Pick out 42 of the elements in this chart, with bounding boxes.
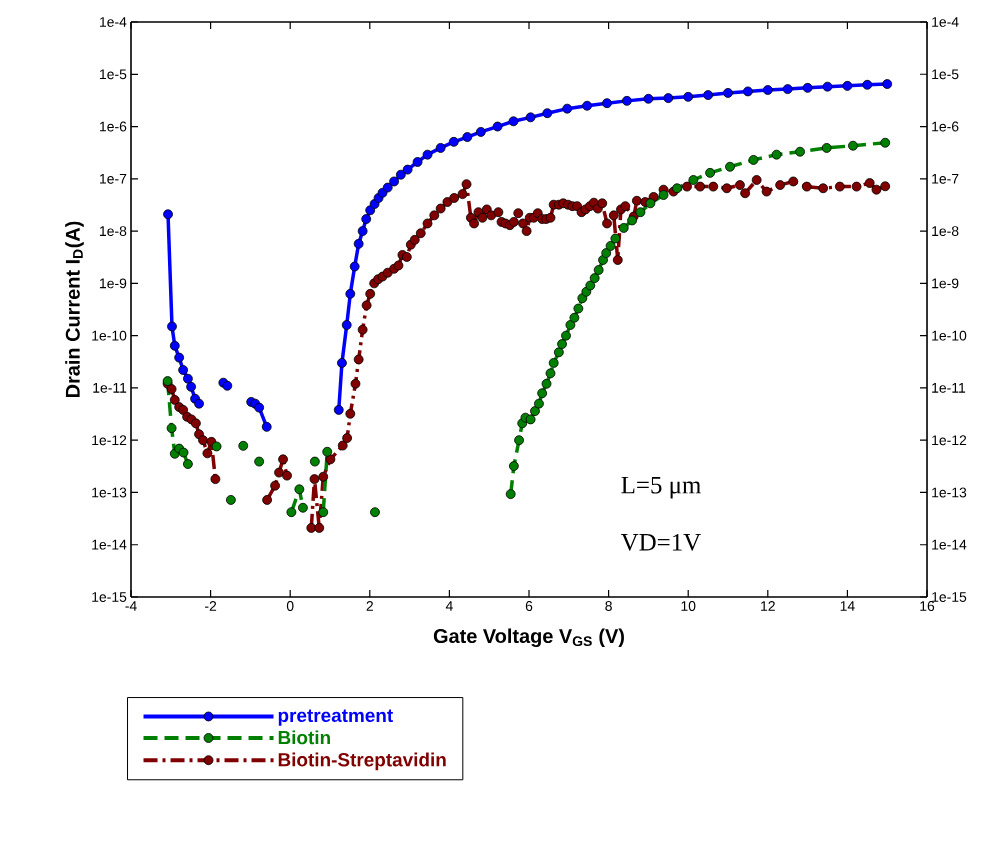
- x-tick-label: 12: [761, 601, 775, 611]
- text: pretreatment: [278, 709, 393, 726]
- x-tick-label: 8: [605, 601, 612, 612]
- y-tick-label: 1e-9: [932, 278, 959, 289]
- text: 1e-12: [92, 435, 127, 446]
- y-tick-label: 1e-6: [932, 121, 959, 132]
- x-tick-label: 10: [681, 601, 696, 612]
- y-axis-title: Drain Current I$_{D}$(A): [65, 221, 84, 398]
- y-tick-label: 1e-8: [932, 226, 959, 237]
- y-tick-label: 1e-5: [932, 69, 959, 80]
- text: 1e-15: [92, 592, 127, 602]
- text: Biotin-Streptavidin: [278, 752, 446, 771]
- y-tick-label: 1e-7: [932, 173, 959, 184]
- x-tick-label: 14: [840, 601, 855, 611]
- text: 1e-6: [100, 121, 127, 132]
- x-axis-title: Gate Voltage V$_{GS}$ (V): [433, 628, 624, 648]
- text: 1e-8: [100, 226, 127, 237]
- text: 1e-10: [92, 330, 127, 341]
- x-tick-label: 2: [366, 601, 373, 611]
- annotation: L=5 μm: [621, 476, 701, 499]
- y-tick-label: 1e-10: [932, 330, 967, 341]
- y-tick-label: 1e-15: [932, 592, 967, 602]
- text: 1e-11: [93, 383, 127, 393]
- x-tick-label: -4: [125, 601, 137, 611]
- text: 1e-5: [100, 69, 127, 80]
- text: Biotin: [278, 730, 330, 745]
- y-tick-label: 1e-4: [932, 17, 959, 27]
- x-tick-label: 6: [525, 601, 533, 612]
- annotation: VD=1V: [620, 533, 701, 551]
- y-tick-label: 1e-14: [932, 539, 967, 550]
- text: 1e-13: [92, 487, 127, 498]
- x-tick-label: 16: [920, 601, 935, 612]
- text: 1e-4: [100, 17, 127, 27]
- text: 1e-14: [92, 539, 127, 550]
- y-tick-label: 1e-11: [932, 383, 966, 393]
- x-tick-label: 0: [286, 601, 294, 612]
- text: 1e-9: [100, 278, 127, 289]
- y-tick-label: 1e-13: [932, 487, 967, 498]
- x-tick-label: 4: [445, 601, 453, 611]
- text: 1e-7: [100, 173, 127, 184]
- x-tick-label: -2: [205, 601, 217, 611]
- y-tick-label: 1e-12: [932, 435, 967, 446]
